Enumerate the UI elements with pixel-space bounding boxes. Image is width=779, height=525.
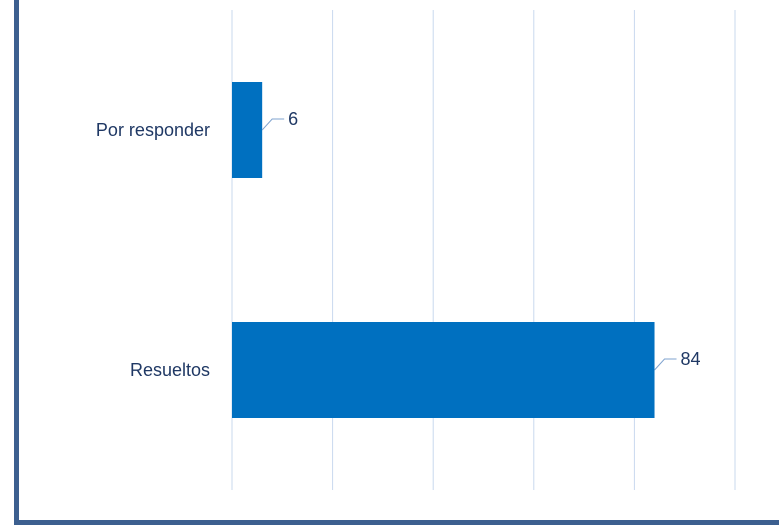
data-label: 6: [288, 109, 298, 129]
data-label-leader: [654, 358, 677, 371]
category-label: Resueltos: [130, 360, 210, 380]
bar-0: [232, 82, 263, 178]
frame-bottom-border: [14, 520, 779, 525]
data-label-leader: [261, 118, 285, 131]
data-label: 84: [681, 349, 701, 369]
frame-left-border: [14, 0, 19, 525]
bar-1: [232, 322, 655, 418]
category-label: Por responder: [96, 120, 210, 140]
